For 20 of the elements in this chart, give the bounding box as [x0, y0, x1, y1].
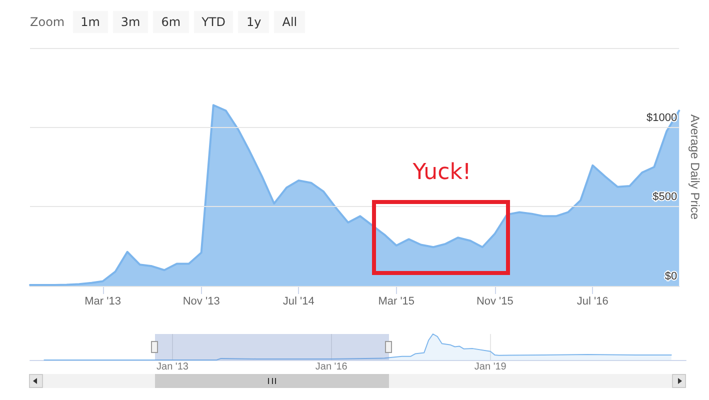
x-tick-label: Jan '19	[474, 362, 507, 372]
range-button[interactable]: 6m	[153, 11, 189, 33]
x-tick-label: Mar '13	[84, 296, 121, 308]
y-axis-title: Average Daily Price	[688, 114, 702, 220]
range-button[interactable]: All	[274, 11, 306, 33]
x-tick-label: Jul '16	[576, 296, 608, 308]
annotation: Yuck!	[412, 159, 472, 187]
x-tick-label: Jan '16	[315, 362, 348, 372]
x-tick-label: Nov '13	[182, 296, 220, 308]
x-tick-label: Jul '14	[282, 296, 314, 308]
range-button[interactable]: YTD	[194, 11, 234, 33]
x-tick-label: Jan '13	[156, 362, 189, 372]
y-tick-label: $0	[664, 270, 678, 282]
x-tick-label: Mar '15	[378, 296, 415, 308]
x-tick-label: Nov '15	[476, 296, 514, 308]
range-button[interactable]: 3m	[112, 11, 148, 33]
text: Zoom	[30, 15, 65, 29]
range-button[interactable]: 1m	[72, 11, 108, 33]
y-tick-label: $500	[652, 191, 678, 204]
range-button[interactable]: 1y	[238, 11, 270, 33]
